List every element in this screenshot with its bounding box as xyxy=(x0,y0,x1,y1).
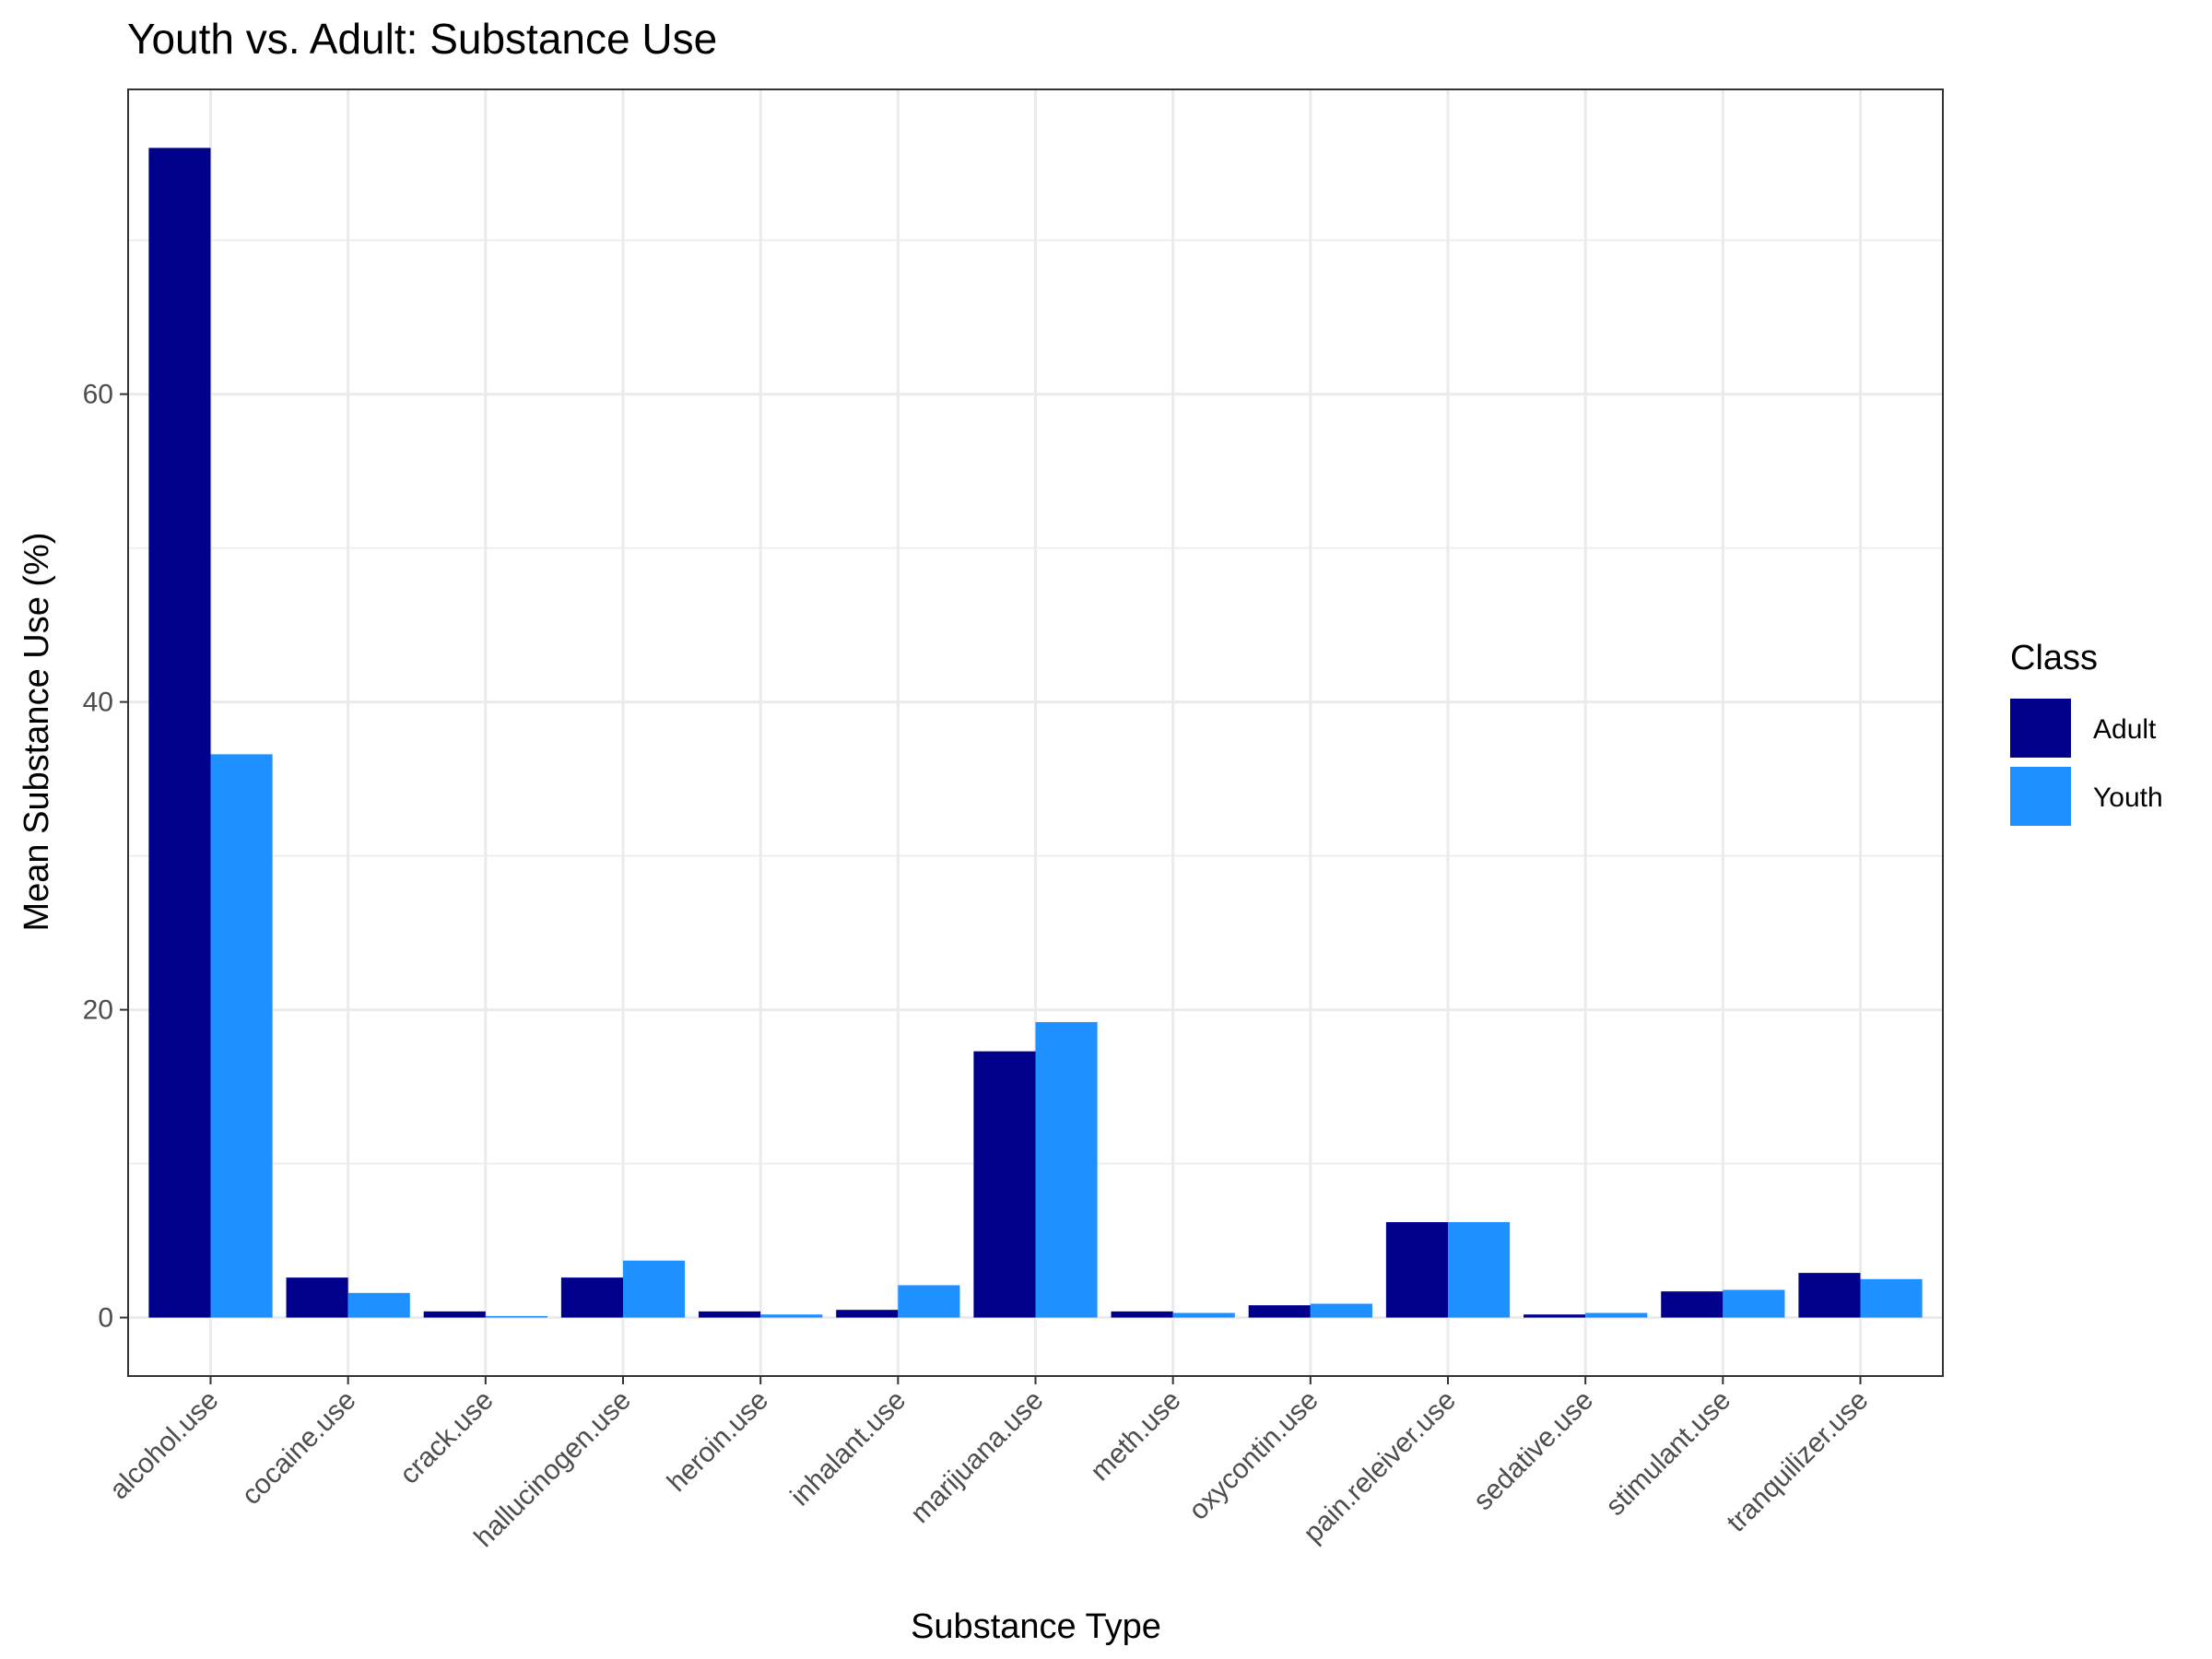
legend: Class Adult Youth xyxy=(2010,639,2163,826)
bar-adult-sedative.use xyxy=(1524,1314,1586,1318)
legend-key-youth xyxy=(2010,767,2071,826)
bar-youth-heroin.use xyxy=(760,1314,823,1318)
y-tick-label: 0 xyxy=(98,1303,113,1334)
bar-youth-alcohol.use xyxy=(210,754,273,1318)
bar-adult-marijuana.use xyxy=(973,1051,1036,1318)
legend-key-adult xyxy=(2010,699,2071,758)
bar-youth-marijuana.use xyxy=(1035,1021,1098,1318)
bar-youth-pain.releiver.use xyxy=(1448,1222,1511,1318)
bar-youth-hallucinogen.use xyxy=(623,1260,686,1318)
legend-label-adult: Adult xyxy=(2093,714,2157,745)
bar-adult-meth.use xyxy=(1111,1311,1173,1318)
bar-youth-stimulant.use xyxy=(1723,1289,1785,1318)
bar-adult-cocaine.use xyxy=(286,1277,348,1318)
y-tick-label: 60 xyxy=(83,380,113,410)
bar-youth-crack.use xyxy=(485,1315,547,1318)
bar-adult-stimulant.use xyxy=(1661,1291,1724,1318)
y-tick-label: 40 xyxy=(83,688,113,718)
bar-youth-oxycontin.use xyxy=(1310,1303,1372,1318)
plot-panel xyxy=(127,88,1944,1377)
bar-adult-pain.releiver.use xyxy=(1385,1222,1448,1318)
bar-youth-cocaine.use xyxy=(347,1292,410,1318)
y-axis: 0 20 40 60 xyxy=(83,380,128,1334)
legend-label-youth: Youth xyxy=(2093,782,2163,813)
chart-title: Youth vs. Adult: Substance Use xyxy=(127,15,717,63)
legend-title: Class xyxy=(2010,639,2098,677)
bar-youth-sedative.use xyxy=(1585,1312,1648,1318)
bar-adult-crack.use xyxy=(423,1311,486,1318)
bar-youth-inhalant.use xyxy=(898,1285,960,1318)
bar-adult-tranquilizer.use xyxy=(1798,1273,1861,1318)
bar-adult-heroin.use xyxy=(699,1311,761,1318)
bar-youth-tranquilizer.use xyxy=(1860,1278,1923,1318)
bar-adult-oxycontin.use xyxy=(1248,1305,1311,1318)
y-tick-label: 20 xyxy=(83,995,113,1026)
x-axis-title: Substance Type xyxy=(911,1607,1161,1646)
bar-adult-alcohol.use xyxy=(148,147,211,1318)
bar-adult-inhalant.use xyxy=(836,1310,899,1318)
bar-adult-hallucinogen.use xyxy=(560,1277,623,1318)
y-axis-title: Mean Substance Use (%) xyxy=(18,533,56,932)
bar-youth-meth.use xyxy=(1172,1312,1235,1318)
